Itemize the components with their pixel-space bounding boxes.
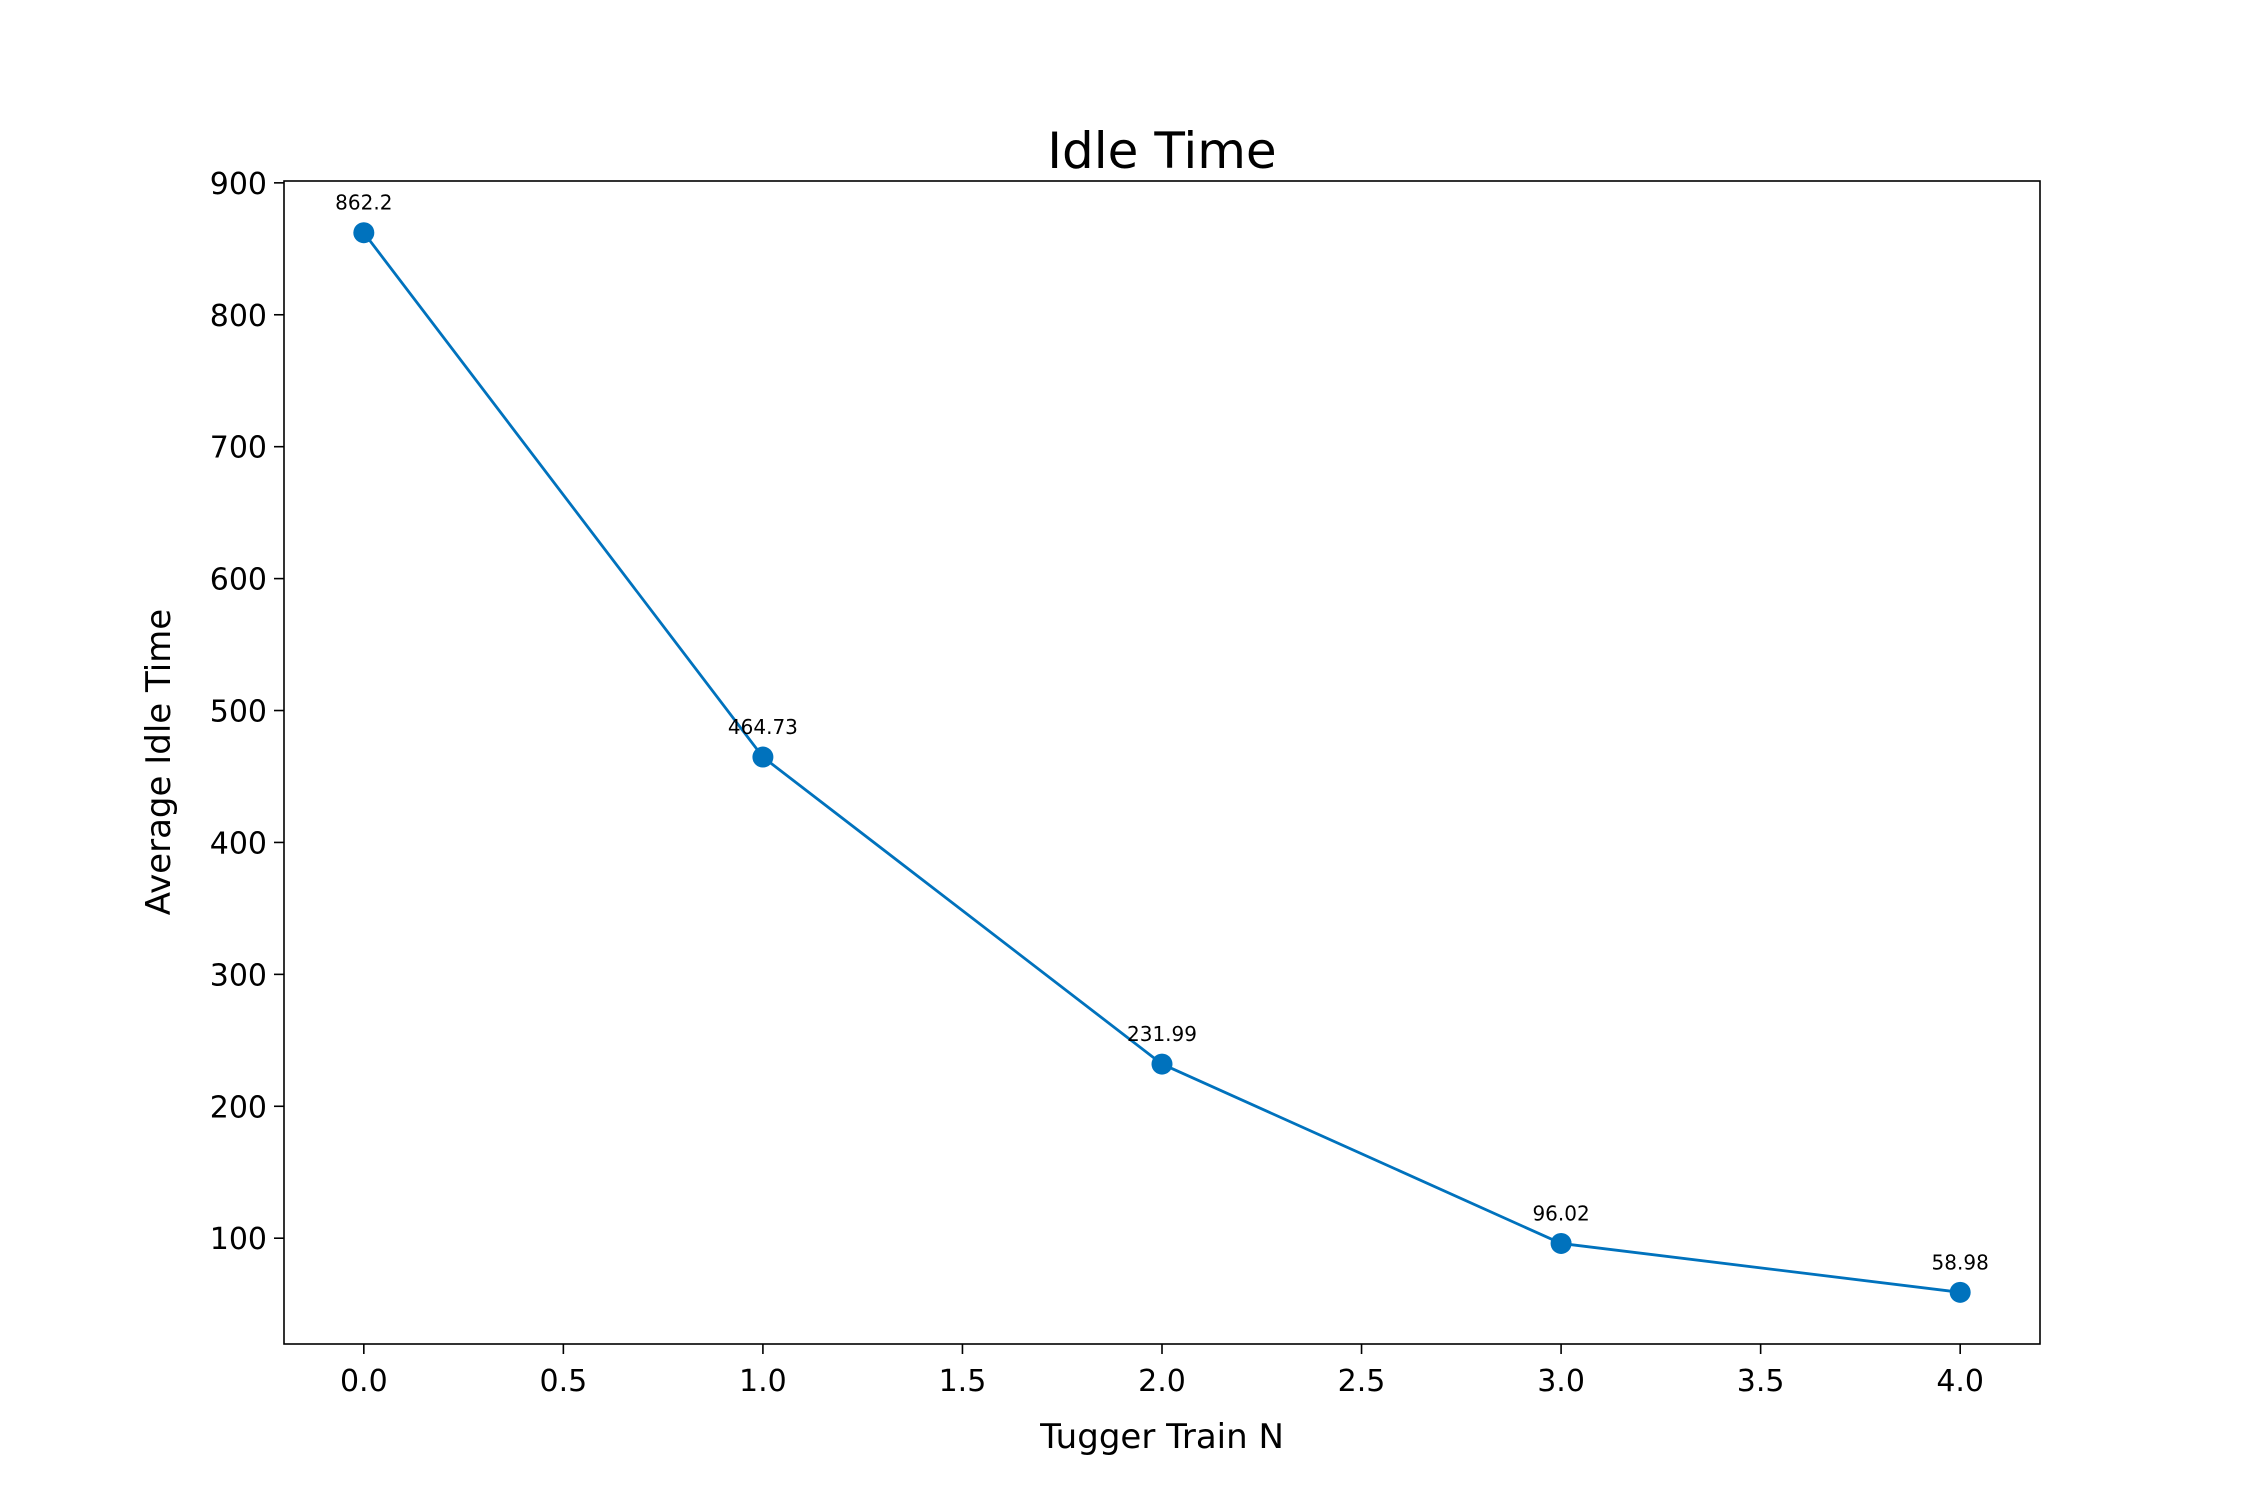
- data-point: [752, 746, 774, 768]
- x-tick-label: 2.0: [1138, 1364, 1186, 1399]
- x-tick-label: 3.5: [1737, 1364, 1785, 1399]
- x-axis-label: Tugger Train N: [1039, 1417, 1284, 1457]
- y-axis: 100 200 300 400 500 600 700 800 900: [210, 167, 284, 1257]
- x-tick-label: 4.0: [1936, 1364, 1984, 1399]
- y-tick-label: 200: [210, 1090, 267, 1125]
- x-axis: 0.0 0.5 1.0 1.5 2.0 2.5 3.0 3.5 4.0: [340, 1344, 1984, 1399]
- data-point: [353, 222, 375, 244]
- x-tick-label: 0.5: [540, 1364, 588, 1399]
- y-tick-label: 900: [210, 167, 267, 202]
- y-tick-label: 800: [210, 299, 267, 334]
- data-point: [1151, 1053, 1173, 1075]
- x-tick-label: 1.5: [939, 1364, 987, 1399]
- x-tick-label: 3.0: [1537, 1364, 1585, 1399]
- x-tick-label: 2.5: [1338, 1364, 1386, 1399]
- data-point: [1550, 1232, 1572, 1254]
- data-label: 58.98: [1932, 1250, 1989, 1274]
- x-tick-label: 1.0: [739, 1364, 787, 1399]
- x-tick-label: 0.0: [340, 1364, 388, 1399]
- data-label: 464.73: [728, 715, 798, 739]
- series-line: [362, 231, 1961, 1294]
- y-tick-label: 400: [210, 826, 267, 861]
- y-tick-label: 500: [210, 695, 267, 730]
- y-axis-label: Average Idle Time: [139, 609, 179, 915]
- plot-frame: [283, 180, 2041, 1345]
- series-group: 862.2 464.73 231.99 96.02 58.98: [335, 191, 1989, 1303]
- y-tick-label: 600: [210, 563, 267, 598]
- chart-title: Idle Time: [1047, 122, 1276, 180]
- data-label: 96.02: [1532, 1201, 1589, 1225]
- data-label: 231.99: [1127, 1022, 1197, 1046]
- data-label: 862.2: [335, 191, 392, 215]
- y-tick-label: 100: [210, 1222, 267, 1257]
- data-point: [1949, 1281, 1971, 1303]
- y-tick-label: 700: [210, 431, 267, 466]
- y-tick-label: 300: [210, 958, 267, 993]
